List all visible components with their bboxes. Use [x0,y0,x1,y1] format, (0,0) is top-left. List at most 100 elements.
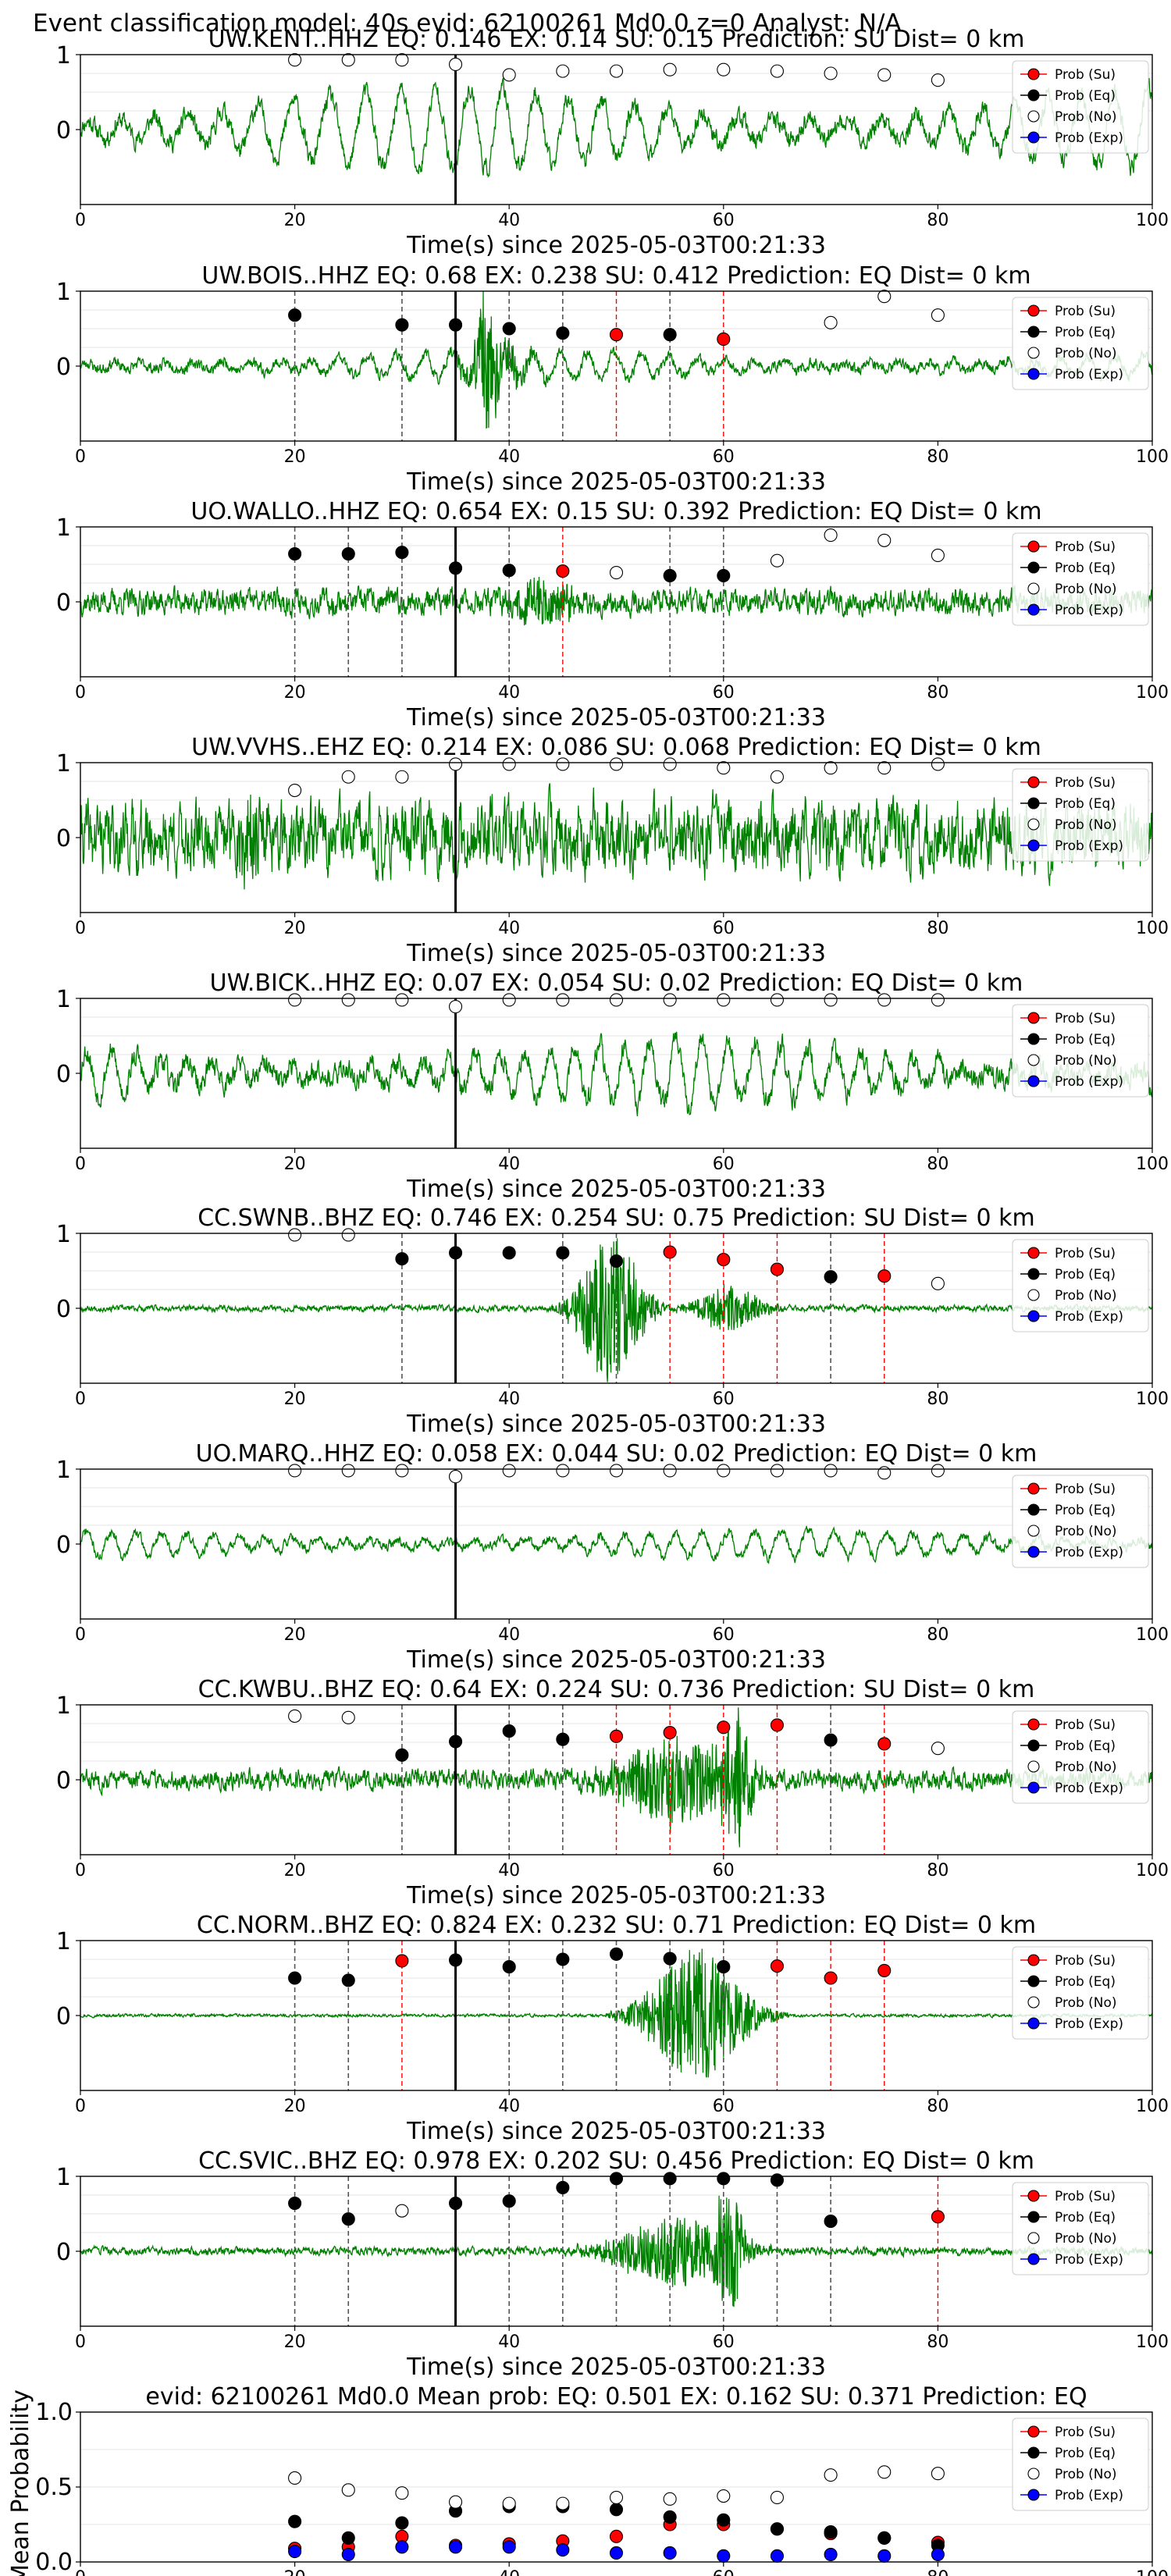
y-tick-label: 0 [56,1532,71,1559]
legend-exp-marker [1027,2489,1040,2501]
prob-exp-point [824,2547,838,2561]
legend-su-marker [1027,1954,1040,1966]
legend-box [1012,297,1149,390]
prob-no-point [824,528,838,543]
prob-eq-point [288,547,302,561]
prob-no-point [556,2496,570,2510]
x-tick-label: 40 [498,2097,520,2116]
x-tick-label: 40 [498,919,520,938]
x-tick-label: 80 [927,919,949,938]
legend-eq-marker [1027,1739,1040,1752]
panel-title: UW.KENT..HHZ EQ: 0.146 EX: 0.14 SU: 0.15… [208,26,1025,53]
prob-no-point [931,2467,945,2481]
prob-no-point [448,1470,463,1484]
prob-no-point [931,1464,945,1478]
prob-no-point [341,1710,355,1724]
prob-no-point [931,757,945,771]
prob-no-point [609,1464,624,1478]
y-tick-label: 0 [56,1061,71,1088]
prob-no-point [288,993,302,1007]
prob-eq-point [288,2514,302,2528]
legend: Prob (Su) Prob (Eq) Prob (No) Prob (Exp) [1012,768,1149,862]
legend-exp-marker [1027,603,1040,616]
legend-eq-marker [1027,326,1040,338]
prob-eq-point [395,1748,409,1762]
prob-exp-point [609,2546,624,2560]
prob-no-point [341,770,355,784]
prob-eq-point [663,2172,677,2186]
legend-exp-marker [1027,368,1040,380]
prob-no-point [717,2489,731,2503]
legend-exp-marker [1027,1546,1040,1558]
panel-10: CC.SVIC..BHZ EQ: 0.978 EX: 0.202 SU: 0.4… [56,2147,1169,2381]
prob-eq-point [288,2197,302,2211]
waveform-trace [80,76,1152,179]
waveform-trace [80,1031,1152,1117]
y-tick-label: 0.5 [35,2474,73,2501]
legend-label: Prob (Su) [1055,67,1116,83]
panel-7: UO.MARQ..HHZ EQ: 0.058 EX: 0.044 SU: 0.0… [56,1440,1169,1674]
prob-su-point [395,1954,409,1968]
prob-no-point [770,2490,785,2504]
prob-exp-point [877,2549,892,2563]
x-axis-label: Time(s) since 2025-05-03T00:21:33 [406,468,826,496]
prob-no-point [770,770,785,784]
x-tick-label: 80 [927,1861,949,1880]
legend: Prob (Su) Prob (Eq) Prob (No) Prob (Exp) [1012,297,1149,390]
y-tick-label: 0 [56,2003,71,2030]
prob-eq-point [448,561,463,575]
x-tick-label: 100 [1136,1861,1169,1880]
prob-no-point [395,993,409,1007]
legend-su-marker [1027,304,1040,317]
prob-no-point [877,993,892,1007]
prob-no-point [717,62,731,76]
legend-eq-marker [1027,1503,1040,1516]
legend-label: Prob (No) [1055,109,1117,125]
legend-label: Prob (Exp) [1055,1781,1123,1796]
prob-no-point [395,2486,409,2500]
prob-no-point [877,2465,892,2479]
legend-label: Prob (Su) [1055,1953,1116,1969]
prob-eq-point [395,546,409,560]
legend-label: Prob (No) [1055,2231,1117,2247]
x-tick-label: 80 [927,2097,949,2116]
legend-box [1012,1239,1149,1332]
x-axis-label: Time(s) since 2025-05-03T00:21:33 [406,1646,826,1674]
prob-eq-point [502,564,516,578]
legend: Prob (Su) Prob (Eq) Prob (No) Prob (Exp) [1012,1004,1149,1098]
legend-label: Prob (Exp) [1055,603,1123,618]
y-tick-label: 0 [56,2239,71,2266]
legend-label: Prob (Eq) [1055,88,1116,104]
prob-no-point [609,993,624,1007]
legend-eq-marker [1027,2211,1040,2223]
prob-no-point [717,1464,731,1478]
prob-no-point [502,993,516,1007]
x-tick-label: 0 [75,447,86,467]
waveform-trace [80,576,1152,626]
x-axis-label: Time(s) since 2025-05-03T00:21:33 [406,2118,826,2145]
legend: Prob (Su) Prob (Eq) Prob (No) Prob (Exp) [1012,1946,1149,2040]
legend-no-marker [1027,1054,1040,1066]
x-tick-label: 0 [75,919,86,938]
x-tick-label: 0 [75,2332,86,2352]
prob-eq-point [609,2172,624,2186]
prob-no-point [609,566,624,580]
x-tick-label: 40 [498,1389,520,1409]
prob-eq-point [502,1960,516,1974]
axes-frame [80,1468,1153,1620]
x-tick-label: 20 [284,447,306,467]
prob-exp-point [717,2549,731,2563]
prob-eq-point [824,2525,838,2539]
waveform-trace [80,783,1152,890]
prob-no-point [502,757,516,771]
legend-exp-marker [1027,2017,1040,2030]
x-tick-label: 60 [713,919,735,938]
x-tick-label: 20 [284,2568,306,2576]
prob-eq-point [663,2510,677,2524]
x-tick-label: 20 [284,2332,306,2352]
x-tick-label: 60 [713,2332,735,2352]
legend: Prob (Su) Prob (Eq) Prob (No) Prob (Exp) [1012,1710,1149,1804]
legend-no-marker [1027,2467,1040,2480]
x-tick-label: 60 [713,1861,735,1880]
x-axis-label: Time(s) since 2025-05-03T00:21:33 [406,940,826,967]
